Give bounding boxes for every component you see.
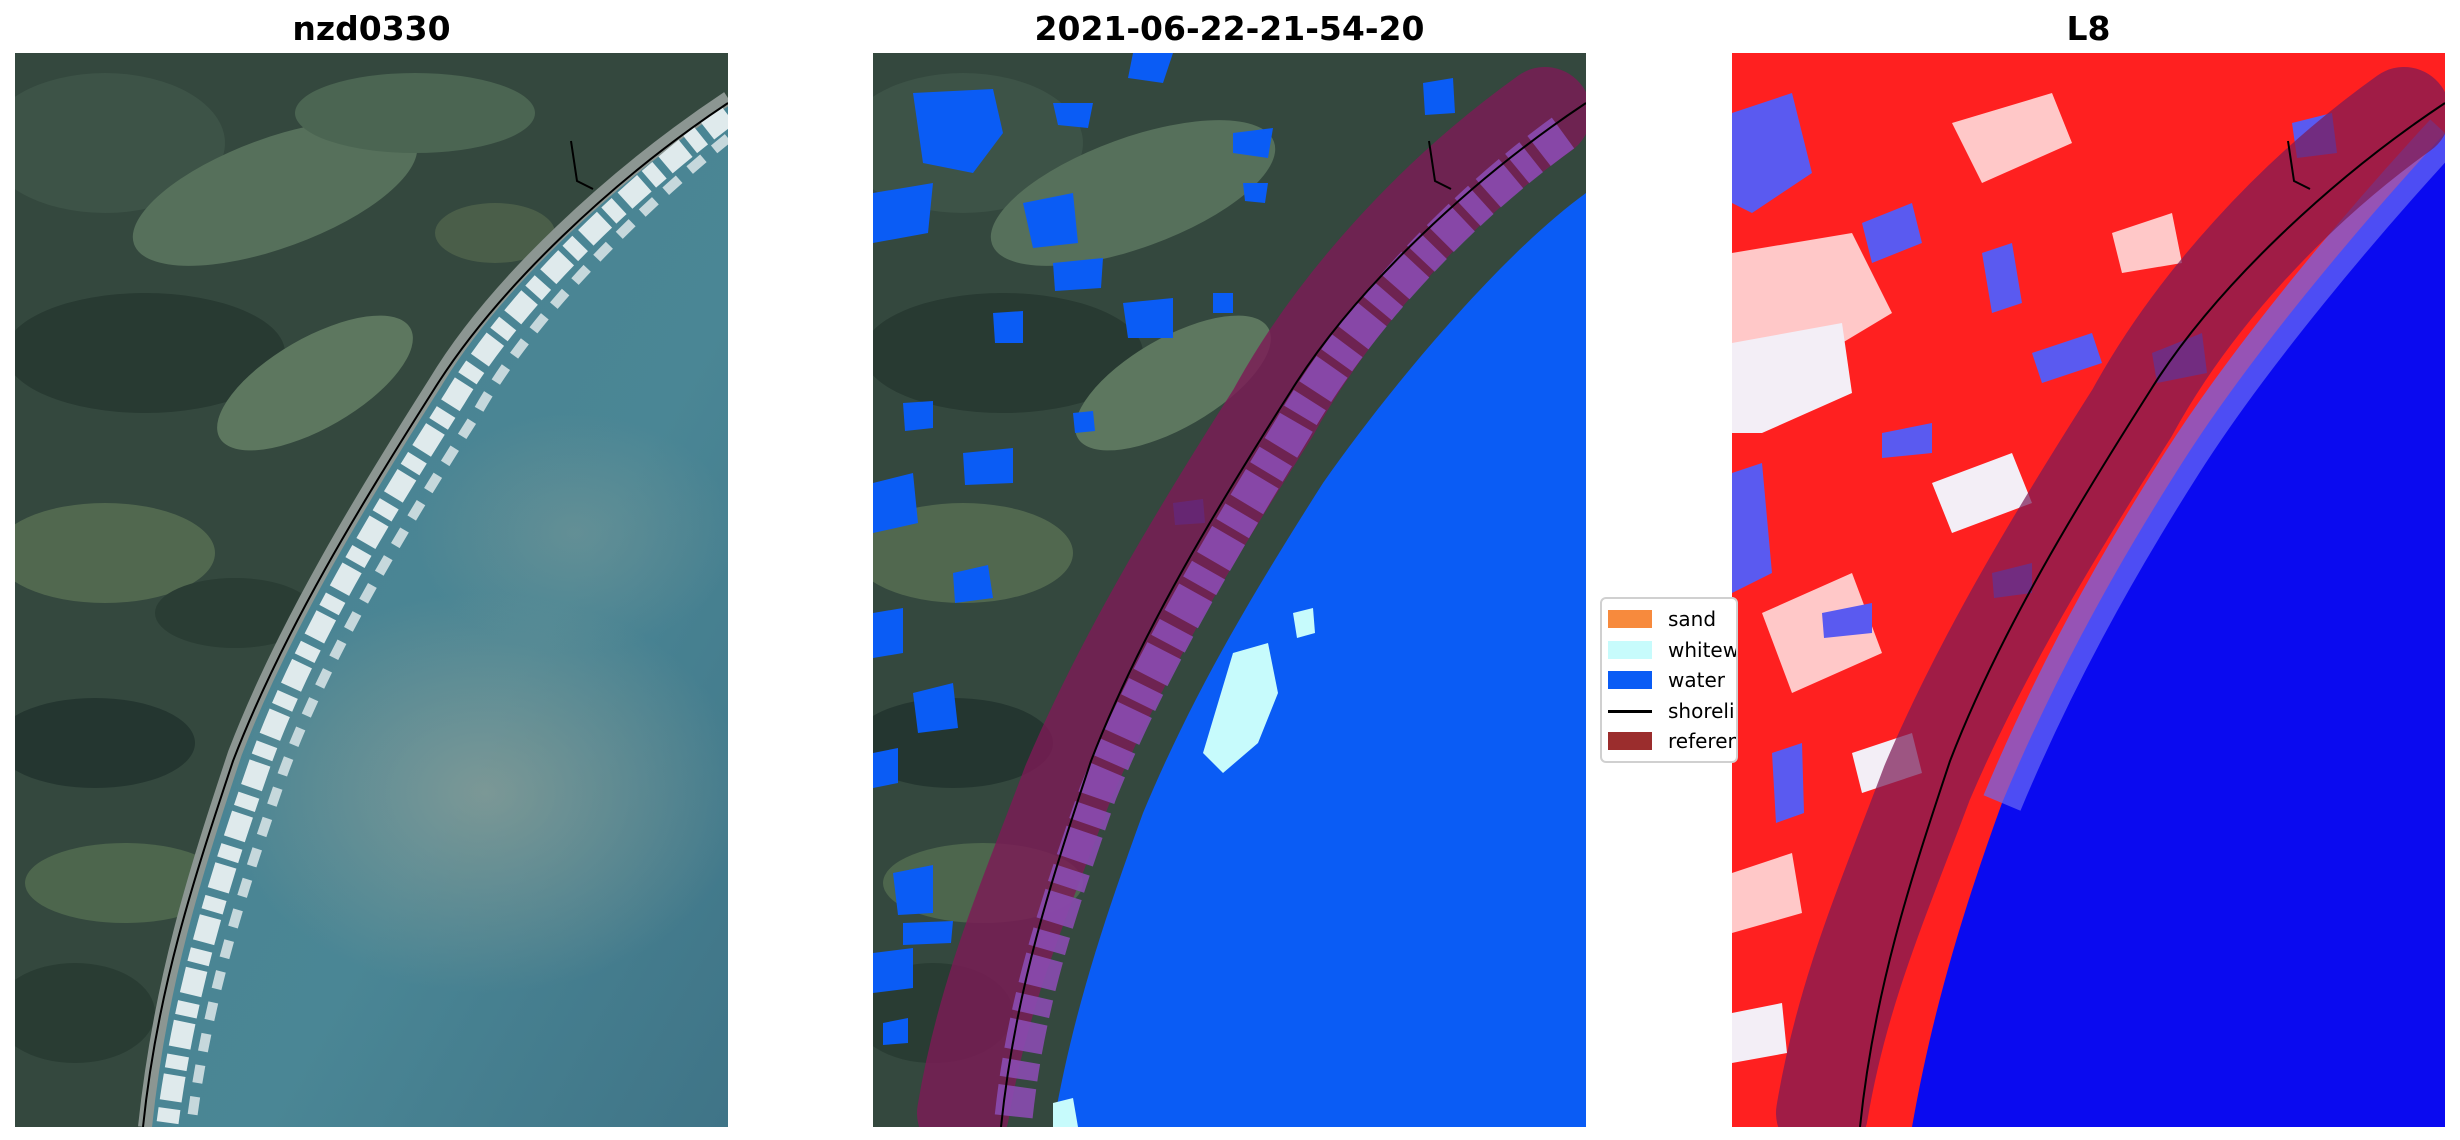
shoreline-line-icon bbox=[1608, 710, 1652, 713]
water-swatch-icon bbox=[1608, 671, 1652, 689]
sand-swatch-icon bbox=[1608, 610, 1652, 628]
panel-title-rgb: nzd0330 bbox=[292, 9, 451, 48]
index-image bbox=[1732, 53, 2445, 1127]
panel-title-classified: 2021-06-22-21-54-20 bbox=[1034, 9, 1425, 48]
legend-label-shoreline: shoreline bbox=[1668, 699, 1736, 723]
legend: sand whitewater water shoreline referenc… bbox=[1600, 597, 1738, 763]
legend-label-reference-buffer: reference shoreline buffer bbox=[1668, 729, 1736, 753]
legend-label-sand: sand bbox=[1668, 607, 1717, 631]
rgb-satellite-image bbox=[15, 53, 728, 1127]
legend-label-whitewater: whitewater bbox=[1668, 638, 1738, 662]
classified-image bbox=[873, 53, 1586, 1127]
whitewater-swatch-icon bbox=[1608, 641, 1652, 659]
buffer-swatch-icon bbox=[1608, 732, 1652, 750]
legend-label-water: water bbox=[1668, 668, 1725, 692]
panel-title-index: L8 bbox=[2066, 9, 2111, 48]
